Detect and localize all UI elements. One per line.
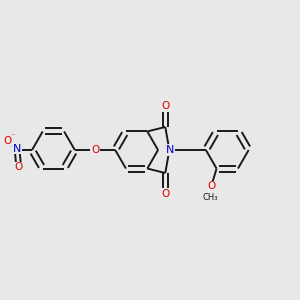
Text: N: N [166, 145, 174, 155]
Text: ⁻: ⁻ [10, 132, 15, 141]
Text: O: O [91, 145, 99, 155]
Text: N: N [13, 143, 21, 154]
Text: O: O [3, 136, 11, 146]
Text: O: O [161, 101, 170, 111]
Text: O: O [15, 162, 23, 172]
Text: O: O [207, 181, 216, 191]
Text: O: O [161, 189, 170, 199]
Text: CH₃: CH₃ [202, 193, 218, 202]
